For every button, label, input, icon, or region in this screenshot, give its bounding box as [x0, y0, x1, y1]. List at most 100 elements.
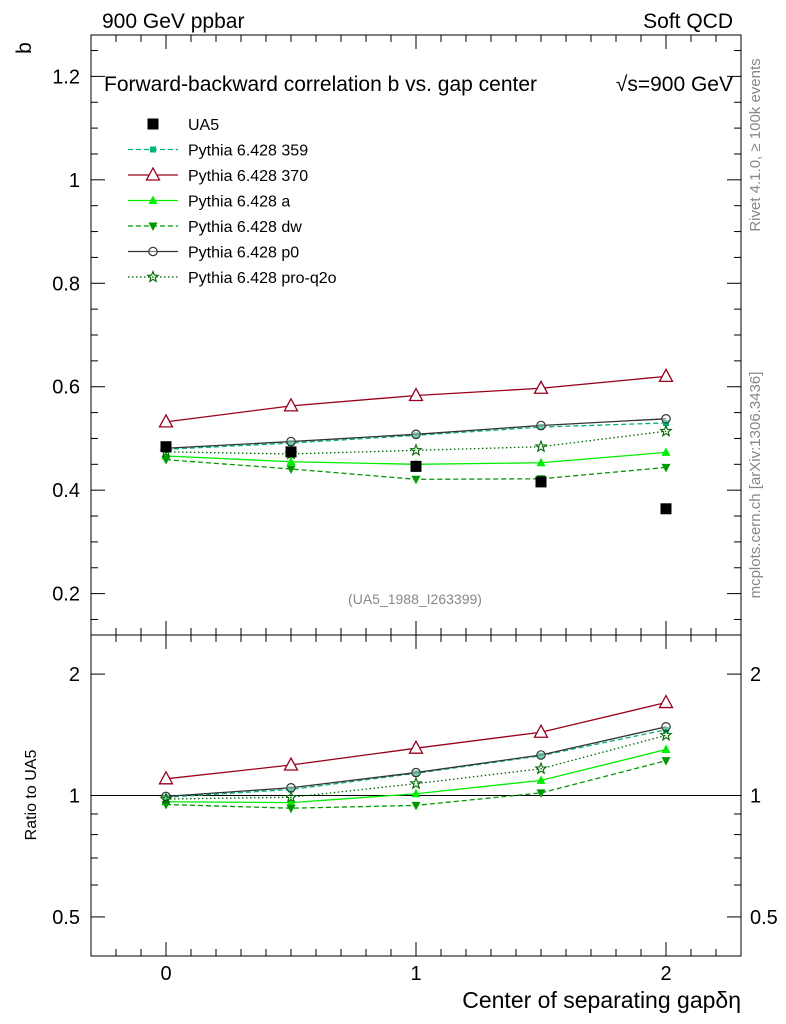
x-tick-label: 0: [160, 963, 171, 985]
ratio-data-point: [661, 757, 671, 766]
y-tick-label: 0.2: [52, 584, 80, 606]
ratio-data-point: [283, 756, 299, 771]
legend-entry: Pythia 6.428 p0: [128, 245, 299, 262]
main-data-point: [411, 475, 421, 485]
mcplots-text: mcplots.cern.ch [arXiv:1306.3436]: [747, 372, 764, 599]
main-data-point: [283, 397, 299, 412]
x-axis-label: Center of separating gapδη: [462, 987, 741, 1013]
legend-label: UA5: [188, 117, 219, 134]
main-data-point: [536, 420, 546, 431]
legend-entry: UA5: [147, 117, 219, 134]
legend-marker: [148, 195, 158, 204]
x-tick-label: 1: [410, 963, 421, 985]
main-data-point: [288, 440, 294, 447]
legend-label: Pythia 6.428 pro-q2o: [188, 270, 337, 287]
legend-label: Pythia 6.428 dw: [188, 219, 302, 236]
energy-label: √s=900 GeV: [616, 73, 733, 96]
ratio-y-axis-label: Ratio to UA5: [23, 750, 40, 841]
main-series-line: [165, 418, 667, 449]
legend-label: Pythia 6.428 a: [188, 194, 290, 211]
legend-marker: [148, 246, 158, 257]
main-data-point: [285, 446, 297, 458]
ratio-data-point: [158, 770, 174, 785]
ratio-series-line: [165, 726, 667, 798]
legend-marker: [150, 146, 156, 153]
main-data-point: [413, 432, 419, 439]
legend-marker: [145, 166, 161, 181]
main-data-point: [658, 368, 674, 383]
ratio-data-point: [288, 786, 294, 793]
legend-marker: [148, 222, 158, 231]
main-data-point: [408, 387, 424, 402]
ratio-y-tick-label-right: 1: [750, 786, 761, 808]
header-left: 900 GeV ppbar: [102, 10, 244, 33]
main-data-point: [534, 439, 548, 453]
legend-marker: [147, 118, 159, 130]
main-data-point: [286, 436, 296, 447]
ratio-y-tick-label-right: 2: [750, 664, 761, 686]
legend: UA5 Pythia 6.428 359 Pythia 6.428 370 Pythi…: [128, 117, 337, 287]
legend-entry: Pythia 6.428 pro-q2o: [128, 269, 337, 287]
ratio-series-pythia-6-428-dw: [161, 757, 671, 814]
main-data-point: [409, 443, 423, 457]
legend-marker: [146, 269, 160, 283]
y-tick-label: 0.4: [52, 480, 80, 502]
ratio-data-point: [659, 728, 673, 742]
main-data-point: [661, 463, 671, 473]
ratio-series-pythia-6-428-pro-q2o: [159, 728, 673, 805]
legend-entry: Pythia 6.428 370: [128, 166, 308, 185]
main-data-point: [286, 465, 296, 474]
ratio-data-point: [286, 797, 296, 807]
y-tick-label: 1.2: [52, 66, 80, 88]
ratio-data-point: [409, 776, 423, 790]
header-right: Soft QCD: [643, 10, 733, 33]
legend-label: Pythia 6.428 p0: [188, 245, 299, 262]
y-axis-label: b: [13, 42, 36, 54]
main-data-point: [533, 379, 549, 394]
legend-entry: Pythia 6.428 a: [128, 194, 290, 211]
main-data-point: [160, 441, 172, 453]
ratio-data-point: [284, 790, 298, 803]
ratio-series-pythia-6-428-370: [158, 694, 674, 785]
ratio-data-point: [536, 789, 546, 798]
main-series-line: [165, 430, 667, 455]
ratio-data-point: [534, 761, 548, 775]
y-tick-label: 0.6: [52, 377, 80, 399]
main-data-point: [158, 413, 174, 428]
legend-label: Pythia 6.428 370: [188, 168, 308, 185]
ratio-data-point: [159, 791, 173, 805]
ratio-series-pythia-6-428-p0: [161, 722, 671, 802]
ratio-data-point: [536, 775, 546, 784]
y-tick-label: 1: [69, 170, 80, 192]
main-data-point: [286, 456, 296, 466]
main-data-point: [538, 424, 544, 431]
x-tick-label: 2: [660, 963, 671, 985]
ratio-data-point: [411, 801, 421, 811]
ratio-data-point: [286, 804, 296, 814]
analysis-id: (UA5_1988_I263399): [348, 591, 482, 607]
ratio-data-point: [408, 739, 424, 754]
ratio-data-point: [661, 744, 671, 754]
legend-entry: Pythia 6.428 359: [128, 143, 308, 160]
main-series-ua5: [160, 441, 672, 515]
ratio-data-point: [411, 767, 421, 778]
main-data-point: [410, 460, 422, 472]
axes-layer: 0.2 0.4 0.6 0.8 1 1.2 0 1 2 0.5 0.5 1 1 2 2: [52, 35, 778, 985]
main-data-point: [161, 456, 171, 465]
ratio-y-tick-label-right: 0.5: [750, 907, 778, 929]
ratio-data-point: [536, 750, 546, 760]
y-tick-label: 0.8: [52, 273, 80, 295]
main-data-point: [536, 457, 546, 467]
ratio-y-tick-label: 0.5: [52, 907, 80, 929]
ratio-y-tick-label: 2: [69, 664, 80, 686]
ratio-data-point: [533, 723, 549, 738]
main-series-pythia-6-428-370: [158, 368, 674, 428]
legend-label: Pythia 6.428 359: [188, 143, 308, 160]
main-data-point: [660, 503, 672, 515]
legend-entry: Pythia 6.428 dw: [128, 219, 302, 236]
main-series-pythia-6-428-p0: [161, 413, 671, 454]
series-layer: [158, 368, 674, 814]
ratio-data-point: [538, 752, 544, 759]
main-data-point: [661, 413, 671, 424]
